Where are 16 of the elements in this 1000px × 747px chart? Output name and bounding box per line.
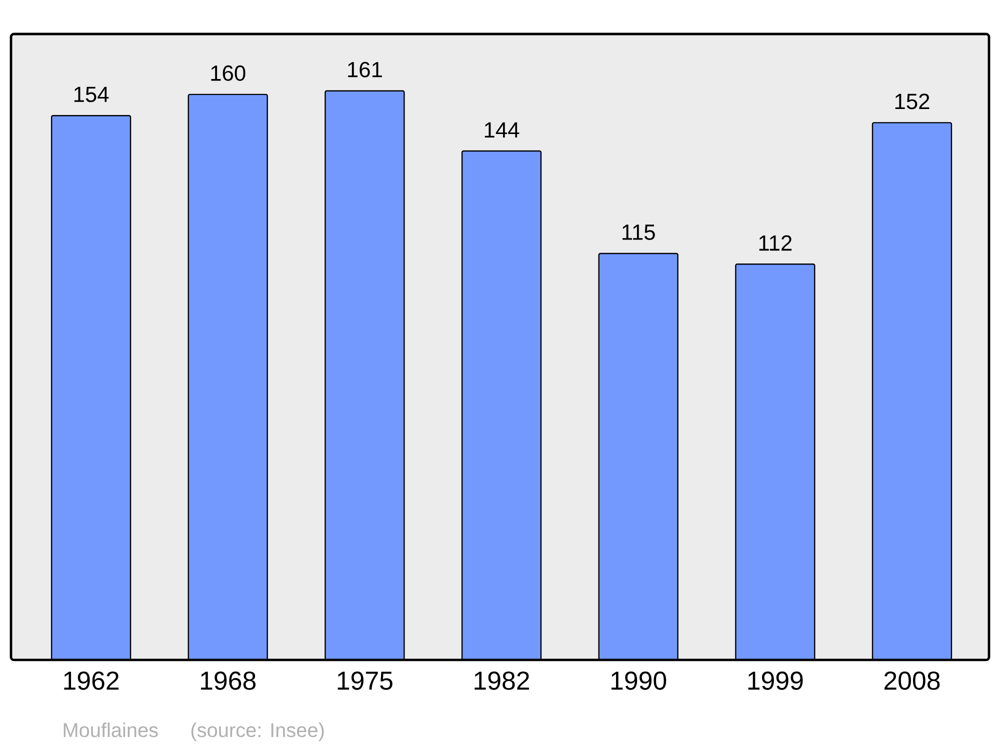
x-tick-label: 1962 [64, 672, 119, 690]
x-tick-label: 1990 [612, 672, 666, 690]
x-tick-label: 1975 [338, 672, 392, 690]
x-tick-label: 2008 [884, 672, 940, 690]
data-label: 115 [622, 224, 655, 240]
x-tick-label: 1968 [201, 672, 256, 690]
data-label: 160 [211, 65, 246, 81]
data-label: 154 [74, 86, 109, 102]
text: (source: Insee) [191, 722, 324, 742]
data-label: 112 [759, 235, 792, 251]
data-label: 144 [484, 122, 520, 138]
x-tick-label: 1999 [748, 672, 803, 690]
data-label: 161 [348, 62, 382, 78]
text: Mouflaines [64, 722, 158, 738]
x-tick-label: 1982 [474, 672, 530, 690]
data-label: 152 [895, 94, 930, 110]
